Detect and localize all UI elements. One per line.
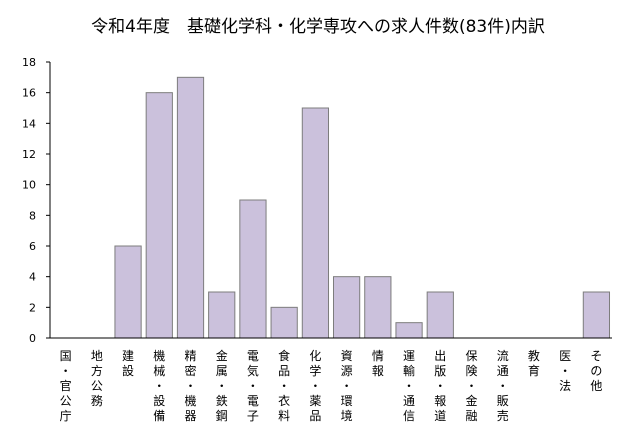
x-category-label: 地方公務	[91, 349, 103, 408]
x-category-label: 情報	[372, 349, 384, 378]
x-category-label: 化学・薬品	[309, 349, 321, 423]
bar	[364, 276, 392, 339]
bar	[208, 291, 236, 339]
x-category-label: 精密・機器	[184, 349, 196, 423]
bar	[176, 76, 205, 339]
y-tick-label: 6	[29, 240, 36, 253]
bar	[114, 245, 142, 339]
bar	[270, 306, 298, 339]
y-tick-label: 10	[22, 179, 36, 192]
bars-group	[114, 76, 611, 339]
x-category-label: 国・官公庁	[60, 349, 72, 423]
x-category-label: その他	[590, 349, 602, 393]
bar	[582, 291, 611, 339]
y-tick-label: 2	[29, 301, 36, 314]
x-category-label: 医・法	[559, 349, 571, 393]
bar	[239, 199, 267, 339]
y-ticks-group: 0 2 4 6 8 10 12 14 16 18	[22, 56, 50, 345]
y-tick-label: 0	[29, 332, 36, 345]
y-tick-label: 4	[29, 271, 36, 284]
y-tick-label: 14	[22, 117, 36, 130]
x-category-label: 建設	[122, 349, 134, 378]
bar	[332, 276, 361, 339]
x-category-label: 資源・環境	[341, 349, 353, 423]
bar	[301, 107, 330, 339]
x-labels-group: 国・官公庁 地方公務 建設 機械・設備 精密・機器 金属・鉄鋼 電気・電子 食品・衣料 化学・薬…	[60, 348, 603, 423]
chart-title: 令和4年度 基礎化学科・化学専攻への求人件数(83件)内訳	[91, 17, 545, 37]
bar	[426, 291, 454, 339]
x-category-label: 保険・金融	[465, 349, 477, 423]
x-category-label: 食品・衣料	[278, 348, 290, 423]
x-category-label: 運輸・通信	[403, 349, 415, 423]
x-category-label: 教育	[528, 348, 540, 378]
x-category-label: 機械・設備	[153, 348, 165, 423]
x-category-label: 出版・報道	[434, 349, 446, 423]
x-category-label: 金属・鉄鋼	[216, 348, 228, 423]
bar	[395, 322, 423, 339]
y-tick-label: 8	[29, 209, 36, 222]
x-category-label: 流通・販売	[497, 349, 509, 423]
y-tick-label: 16	[22, 87, 36, 100]
x-category-label: 電気・電子	[247, 349, 259, 423]
y-tick-label: 12	[22, 148, 36, 161]
y-tick-label: 18	[22, 56, 36, 69]
bar	[145, 92, 173, 339]
